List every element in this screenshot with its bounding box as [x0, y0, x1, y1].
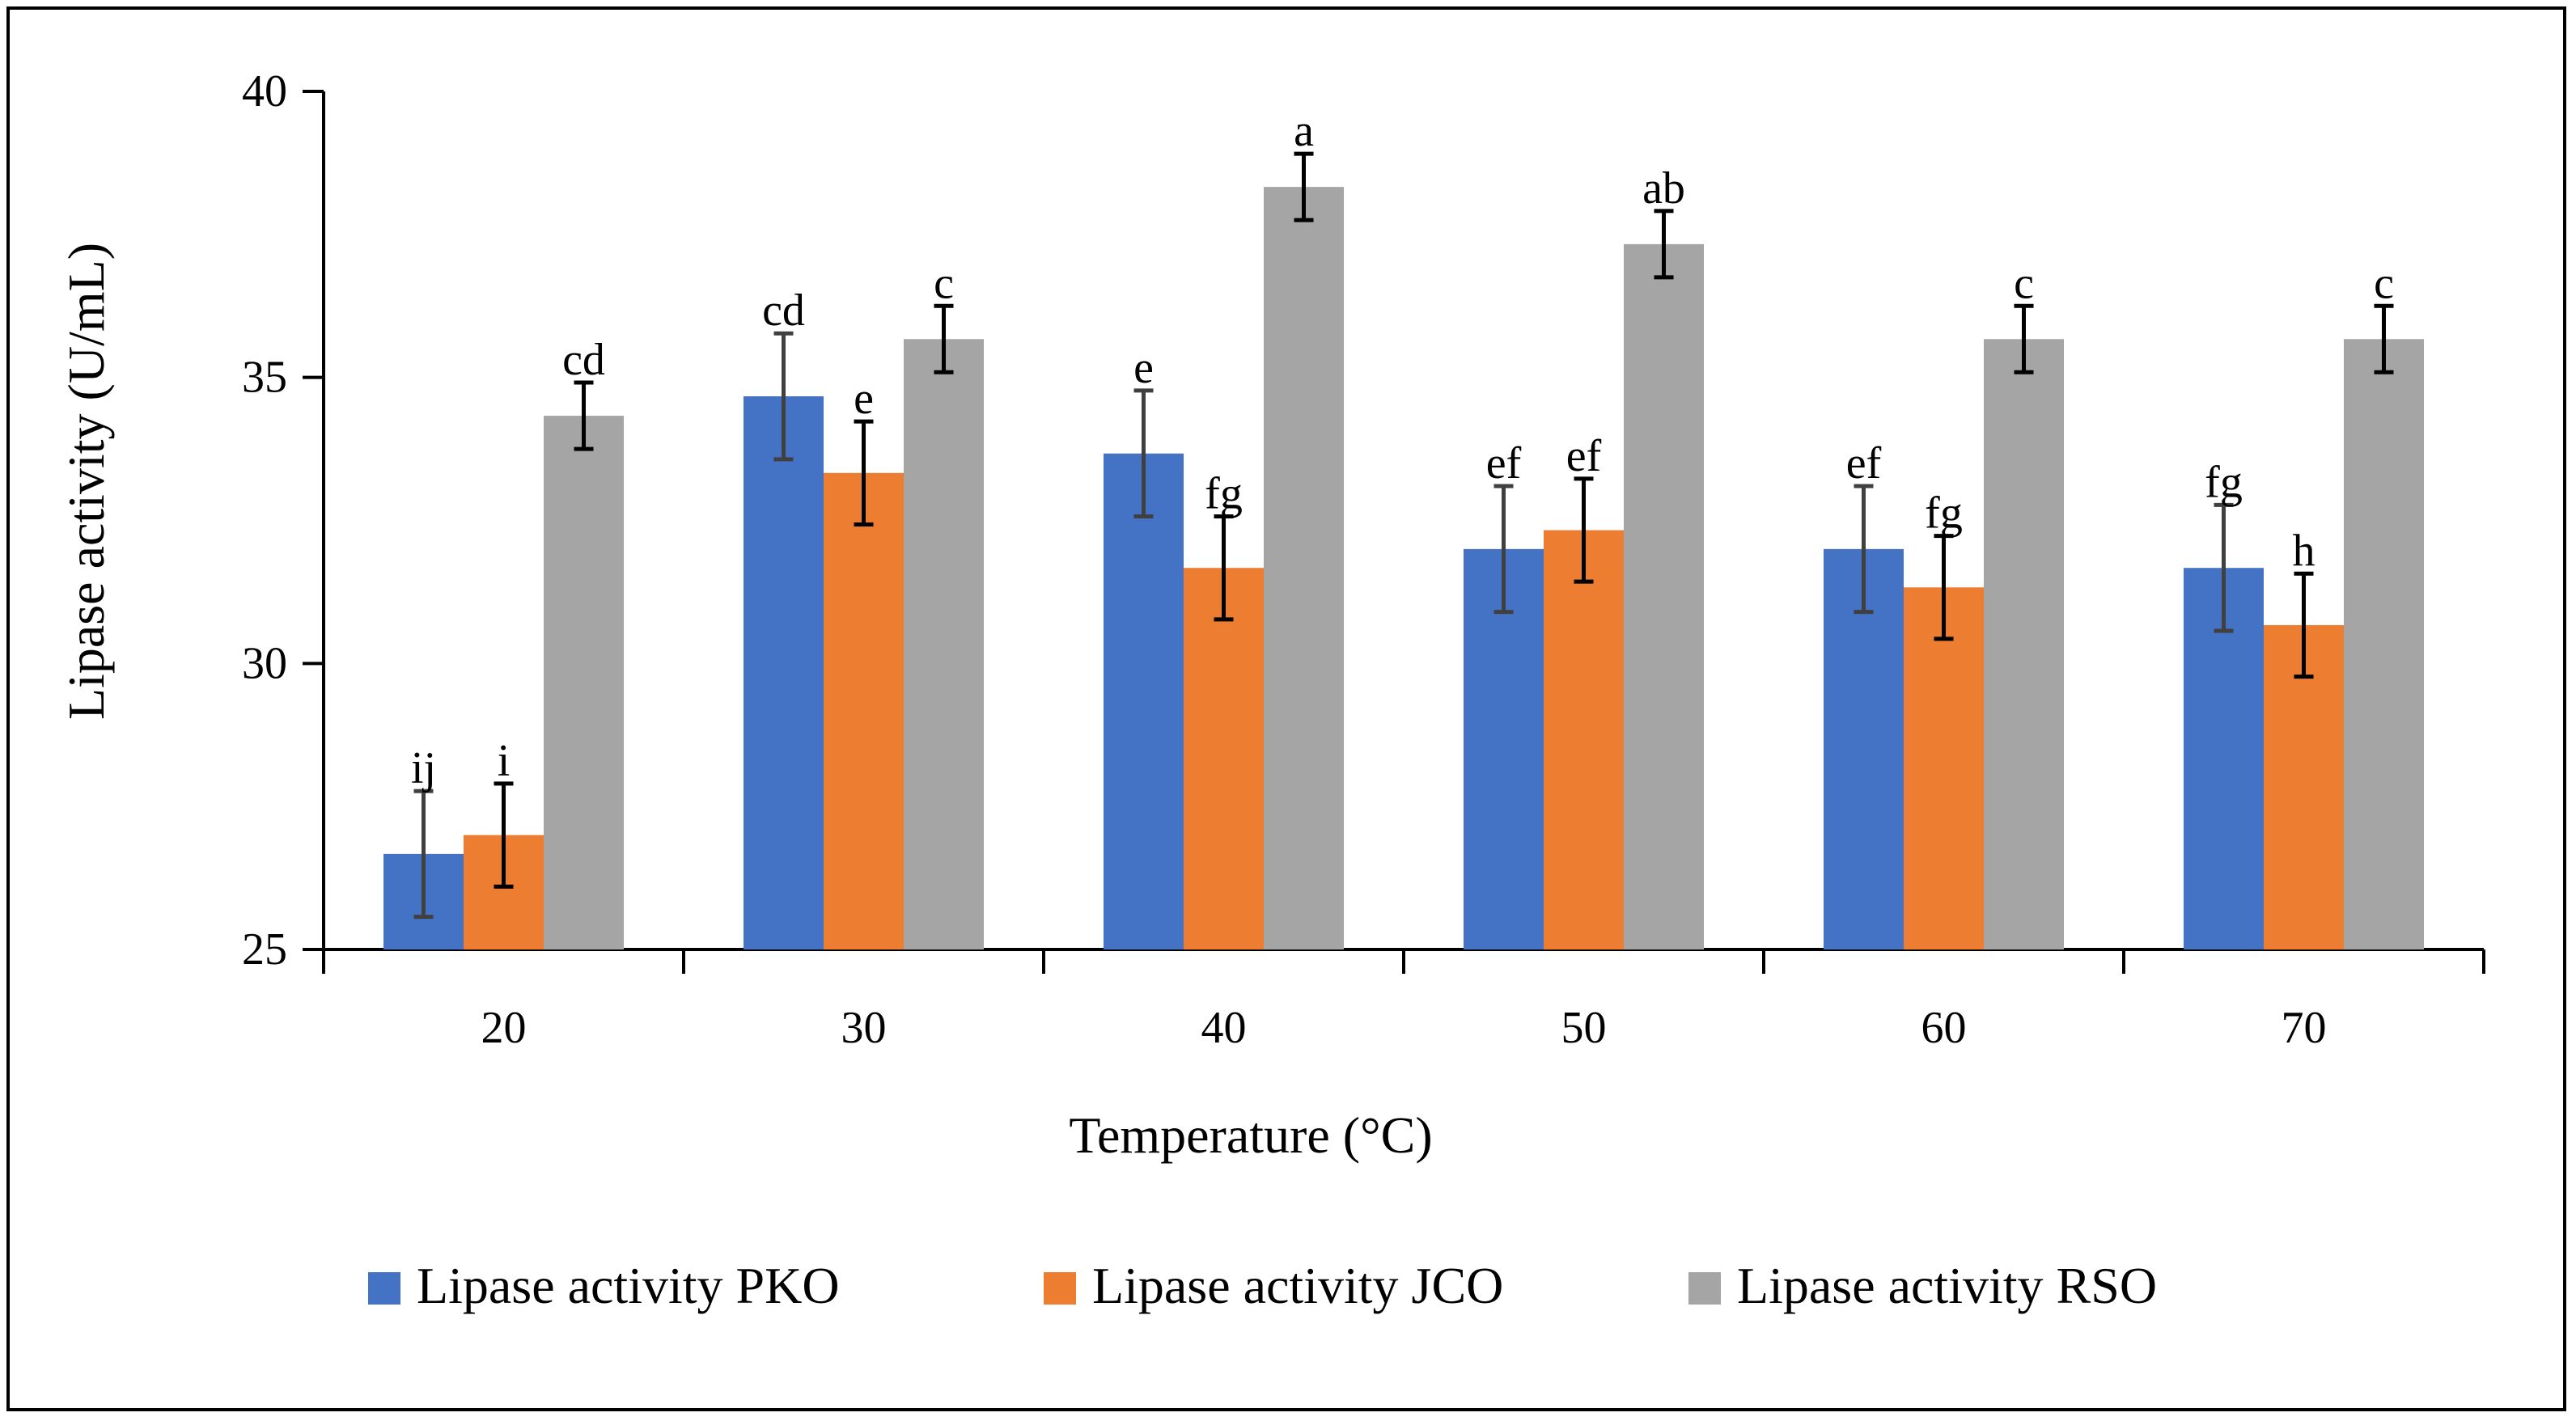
bar: [1624, 243, 1704, 949]
bar: [824, 472, 904, 949]
bar: [1464, 548, 1544, 949]
significance-label: ef: [1566, 431, 1602, 481]
significance-label: cd: [762, 285, 805, 336]
significance-label: fg: [1925, 488, 1963, 539]
legend-swatch-jco: [1044, 1272, 1076, 1305]
significance-label: i: [498, 736, 511, 786]
y-axis-title: Lipase activity (U/mL): [57, 243, 115, 720]
significance-label: a: [1294, 106, 1314, 156]
legend-label-rso: Lipase activity RSO: [1737, 1257, 2157, 1314]
legend-label-pko: Lipase activity PKO: [417, 1257, 840, 1314]
x-tick-label: 30: [841, 1003, 887, 1053]
significance-label: ef: [1486, 438, 1522, 488]
bar: [1544, 530, 1624, 949]
significance-label: ij: [411, 743, 436, 793]
x-tick-label: 50: [1561, 1003, 1607, 1053]
bar: [544, 416, 624, 949]
x-tick-label: 60: [1921, 1003, 1967, 1053]
y-tick-label: 30: [242, 638, 287, 688]
y-tick-label: 25: [242, 924, 287, 975]
legend-swatch-rso: [1688, 1272, 1721, 1305]
bar: [1904, 587, 1984, 949]
bar: [1184, 568, 1264, 949]
x-tick-label: 70: [2282, 1003, 2327, 1053]
bar: [2344, 339, 2424, 949]
y-tick-label: 40: [242, 66, 287, 116]
legend-label-jco: Lipase activity JCO: [1092, 1257, 1503, 1314]
bar: [1824, 548, 1904, 949]
bar: [1264, 187, 1344, 950]
legend-swatch-pko: [368, 1272, 400, 1305]
bar: [2264, 624, 2344, 949]
x-axis-title: Temperature (°C): [1069, 1106, 1432, 1164]
significance-label: c: [2374, 258, 2394, 308]
bar: [1984, 339, 2064, 949]
legend: Lipase activity PKO Lipase activity JCO …: [368, 1257, 2157, 1314]
bars-layer: [383, 151, 2424, 950]
significance-label: c: [2014, 258, 2034, 308]
significance-label: ef: [1846, 438, 1882, 488]
significance-label: c: [934, 258, 954, 308]
bar: [1104, 453, 1184, 949]
bar: [744, 396, 824, 949]
significance-label: e: [854, 374, 874, 424]
x-tick-label: 20: [481, 1003, 527, 1053]
significance-label: ab: [1642, 163, 1685, 214]
significance-label: cd: [562, 335, 605, 385]
x-tick-label: 40: [1201, 1003, 1247, 1053]
y-tick-label: 35: [242, 353, 287, 403]
significance-label: fg: [1205, 469, 1243, 519]
significance-label: h: [2293, 526, 2315, 576]
bar: [904, 339, 984, 949]
axes-layer: [303, 90, 2485, 974]
significance-label: fg: [2205, 457, 2243, 507]
significance-label: e: [1133, 343, 1154, 393]
